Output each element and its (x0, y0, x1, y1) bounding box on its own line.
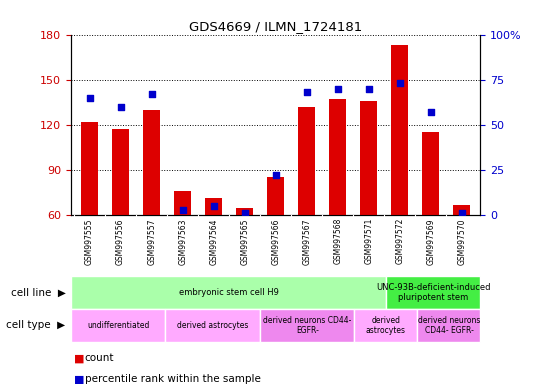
Text: undifferentiated: undifferentiated (87, 321, 150, 330)
Bar (422, 132, 440, 215)
Text: GSM997570: GSM997570 (458, 218, 466, 265)
Text: GSM997566: GSM997566 (271, 218, 280, 265)
Bar (205, 199, 222, 215)
Text: GSM997567: GSM997567 (302, 218, 311, 265)
Text: GSM997557: GSM997557 (147, 218, 156, 265)
Point (426, 109, 435, 115)
Bar (165, 309, 260, 342)
Text: UNC-93B-deficient-induced
pluripotent stem: UNC-93B-deficient-induced pluripotent st… (376, 283, 490, 303)
Bar (260, 309, 354, 342)
Point (209, 203, 218, 209)
Text: GSM997564: GSM997564 (209, 218, 218, 265)
Bar (386, 276, 480, 309)
Bar (71, 309, 165, 342)
Bar (329, 99, 346, 215)
Point (364, 86, 373, 92)
Point (458, 210, 466, 216)
Point (116, 104, 125, 110)
Text: GSM997565: GSM997565 (240, 218, 249, 265)
Text: percentile rank within the sample: percentile rank within the sample (85, 374, 260, 384)
Text: GSM997571: GSM997571 (364, 218, 373, 265)
Text: cell type  ▶: cell type ▶ (7, 320, 66, 331)
Title: GDS4669 / ILMN_1724181: GDS4669 / ILMN_1724181 (189, 20, 363, 33)
Point (395, 80, 404, 86)
Bar (236, 207, 253, 215)
Point (240, 210, 249, 216)
Point (271, 172, 280, 179)
Point (302, 89, 311, 95)
Point (334, 86, 342, 92)
Bar (267, 177, 284, 215)
Point (179, 207, 187, 213)
Text: derived astrocytes: derived astrocytes (177, 321, 248, 330)
Point (147, 91, 156, 97)
Bar (143, 110, 160, 215)
Bar (354, 309, 418, 342)
Text: count: count (85, 353, 114, 363)
Text: derived neurons CD44-
EGFR-: derived neurons CD44- EGFR- (263, 316, 352, 335)
Text: GSM997556: GSM997556 (116, 218, 125, 265)
Bar (81, 122, 98, 215)
Text: GSM997555: GSM997555 (85, 218, 94, 265)
Text: GSM997563: GSM997563 (178, 218, 187, 265)
Text: embryonic stem cell H9: embryonic stem cell H9 (179, 288, 278, 297)
Text: GSM997569: GSM997569 (426, 218, 435, 265)
Text: derived
astrocytes: derived astrocytes (366, 316, 406, 335)
Point (85, 95, 94, 101)
Bar (298, 107, 315, 215)
Bar (391, 45, 408, 215)
Text: derived neurons
CD44- EGFR-: derived neurons CD44- EGFR- (418, 316, 480, 335)
Text: GSM997568: GSM997568 (333, 218, 342, 265)
Text: ■: ■ (74, 374, 84, 384)
Text: ■: ■ (74, 353, 84, 363)
Text: cell line  ▶: cell line ▶ (10, 288, 66, 298)
Bar (174, 191, 191, 215)
Bar (112, 129, 129, 215)
Bar (418, 309, 480, 342)
Text: GSM997572: GSM997572 (395, 218, 405, 265)
Bar (360, 101, 377, 215)
Bar (71, 276, 386, 309)
Bar (453, 205, 471, 215)
